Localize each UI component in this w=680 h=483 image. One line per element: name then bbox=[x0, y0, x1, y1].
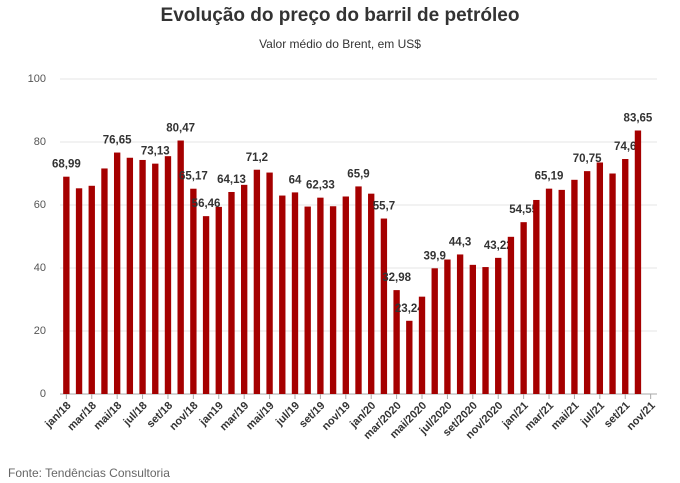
bar bbox=[431, 268, 438, 394]
value-label: 39,9 bbox=[424, 250, 446, 262]
bar bbox=[304, 206, 311, 394]
chart-subtitle: Valor médio do Brent, em US$ bbox=[259, 37, 421, 51]
bar bbox=[152, 163, 159, 394]
y-tick-label: 80 bbox=[34, 136, 46, 148]
x-tick-label: mar/18 bbox=[65, 400, 99, 434]
bar bbox=[482, 267, 489, 394]
bar bbox=[520, 222, 527, 394]
bar bbox=[291, 192, 299, 394]
value-label: 32,98 bbox=[382, 272, 411, 284]
bar bbox=[139, 159, 146, 394]
bar bbox=[63, 176, 70, 394]
bar bbox=[469, 264, 476, 394]
bar bbox=[202, 216, 210, 394]
x-tick-label: nov/21 bbox=[625, 400, 658, 433]
bar bbox=[101, 168, 108, 394]
bar bbox=[253, 169, 261, 394]
bar bbox=[609, 173, 616, 394]
bar bbox=[113, 152, 121, 394]
x-tick-label: mar/21 bbox=[523, 400, 557, 434]
x-tick-label: mai/18 bbox=[92, 400, 125, 433]
y-tick-label: 20 bbox=[34, 325, 46, 337]
bar bbox=[495, 257, 502, 394]
bar bbox=[215, 206, 222, 394]
bar bbox=[228, 191, 235, 394]
bar bbox=[164, 156, 172, 394]
bar bbox=[75, 188, 83, 394]
value-label: 74,6 bbox=[614, 141, 636, 153]
x-tick-label: jul/21 bbox=[578, 400, 607, 429]
bar bbox=[634, 130, 642, 394]
bar bbox=[88, 185, 95, 394]
value-label: 71,2 bbox=[246, 152, 268, 164]
bar bbox=[596, 162, 604, 394]
bar bbox=[507, 236, 515, 394]
x-tick-label: nov/18 bbox=[167, 400, 200, 433]
bar bbox=[177, 140, 184, 394]
bar bbox=[583, 171, 591, 394]
bar bbox=[533, 199, 540, 394]
bar bbox=[622, 159, 629, 394]
y-tick-label: 60 bbox=[34, 199, 46, 211]
bar bbox=[266, 172, 273, 394]
bar bbox=[444, 259, 451, 394]
x-tick-label: mar/19 bbox=[218, 400, 252, 434]
bar bbox=[342, 196, 349, 394]
x-tick-label: jul/18 bbox=[121, 400, 150, 429]
value-label: 55,7 bbox=[373, 201, 395, 213]
value-label: 65,9 bbox=[347, 168, 369, 180]
value-label: 83,65 bbox=[624, 113, 653, 125]
value-label: 62,33 bbox=[306, 180, 335, 192]
value-label: 70,75 bbox=[573, 153, 602, 165]
bar bbox=[571, 179, 578, 394]
value-label: 68,99 bbox=[52, 159, 81, 171]
bar bbox=[368, 193, 375, 394]
value-label: 44,3 bbox=[449, 236, 471, 248]
value-label: 65,17 bbox=[179, 171, 208, 183]
bar bbox=[558, 189, 565, 394]
bar bbox=[190, 188, 197, 394]
value-label: 73,13 bbox=[141, 146, 170, 158]
chart-title: Evolução do preço do barril de petróleo bbox=[161, 5, 520, 26]
value-label: 64 bbox=[289, 174, 302, 186]
x-tick-label: jul/19 bbox=[273, 400, 302, 429]
bar bbox=[418, 296, 426, 394]
y-tick-label: 0 bbox=[40, 388, 46, 400]
bar bbox=[355, 186, 362, 394]
bar bbox=[279, 195, 286, 394]
bar bbox=[545, 188, 553, 394]
bar bbox=[406, 320, 413, 394]
value-label: 54,55 bbox=[509, 204, 538, 216]
bar bbox=[241, 184, 248, 394]
y-tick-label: 100 bbox=[28, 73, 46, 85]
y-tick-label: 40 bbox=[34, 262, 46, 274]
x-tick-label: mai/21 bbox=[549, 400, 582, 433]
value-label: 76,65 bbox=[103, 135, 132, 147]
source: Fonte: Tendências Consultoria bbox=[8, 466, 170, 480]
bar bbox=[329, 206, 337, 394]
value-label: 23,24 bbox=[395, 303, 424, 315]
value-label: 56,46 bbox=[192, 198, 221, 210]
value-label: 80,47 bbox=[166, 123, 195, 135]
value-label: 65,19 bbox=[535, 171, 564, 183]
x-tick-label: nov/19 bbox=[320, 400, 353, 433]
bar bbox=[126, 157, 134, 394]
x-tick-label: mai/19 bbox=[244, 400, 277, 433]
bar bbox=[380, 218, 388, 394]
value-label: 43,22 bbox=[484, 240, 513, 252]
bar bbox=[317, 197, 324, 394]
value-label: 64,13 bbox=[217, 174, 246, 186]
bar bbox=[456, 254, 464, 394]
bar bbox=[393, 290, 400, 394]
